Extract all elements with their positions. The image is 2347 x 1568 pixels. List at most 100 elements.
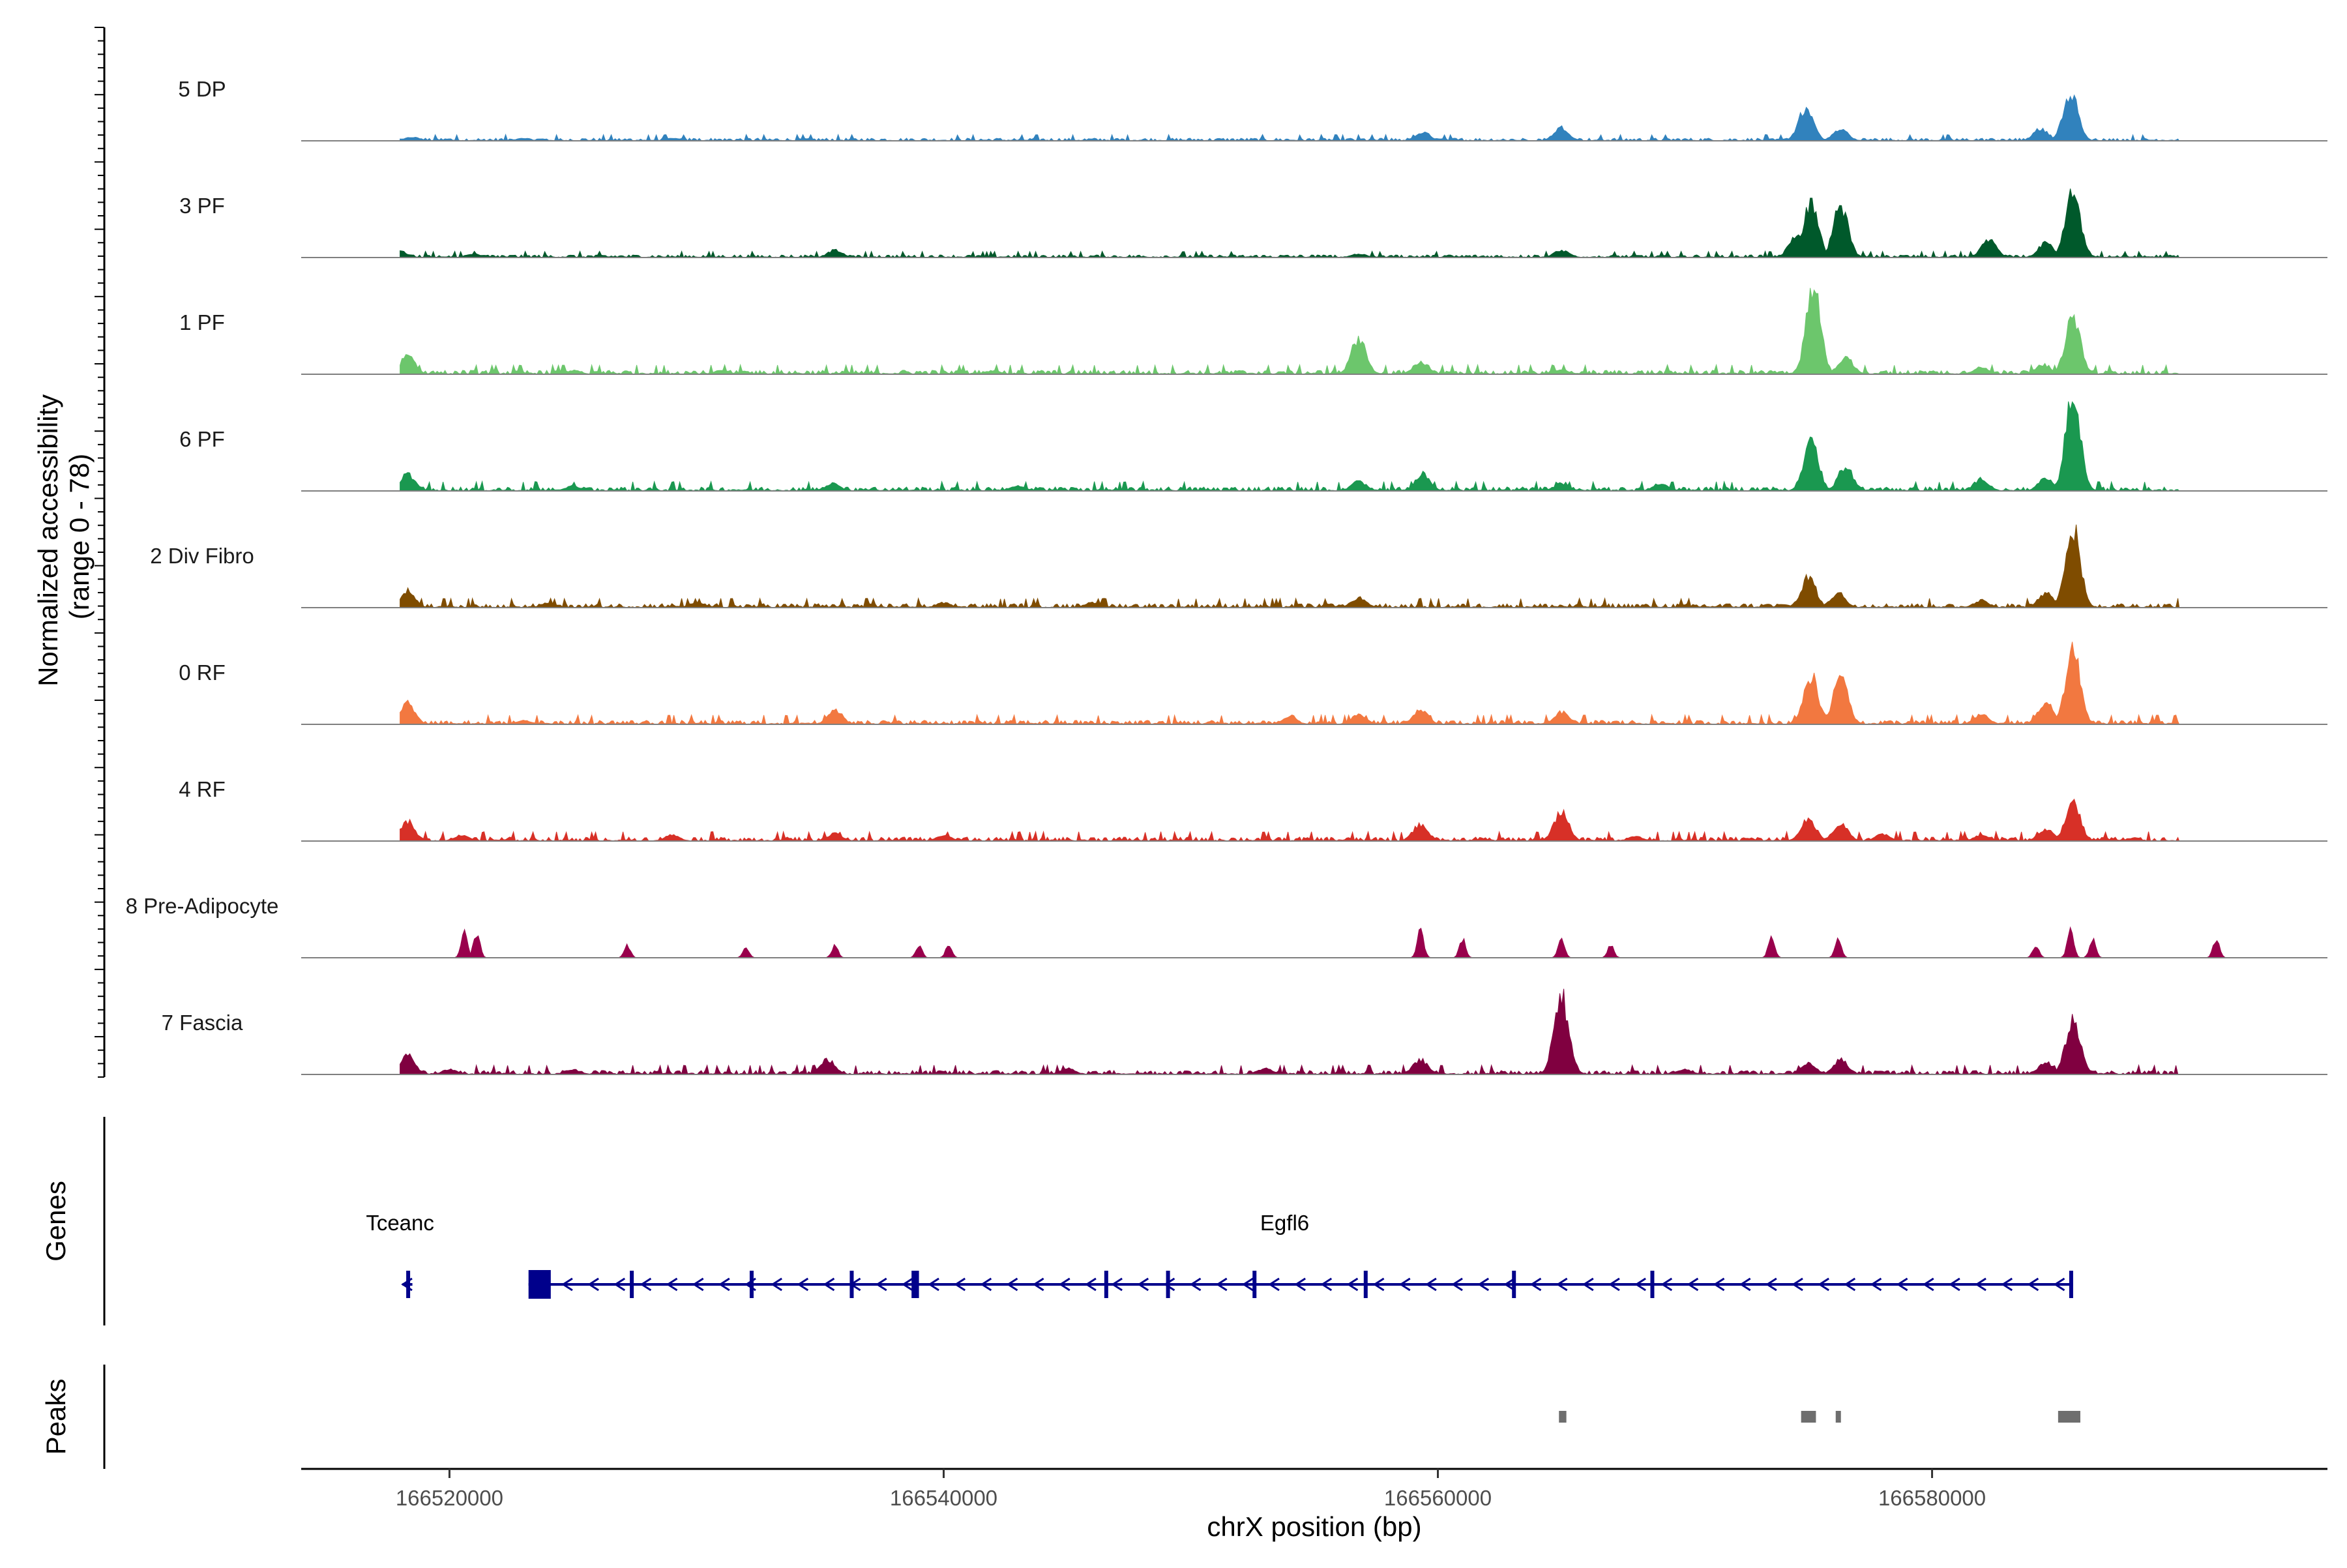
strand-chevron (1137, 1277, 1149, 1292)
track-signal-1-pf (400, 288, 2179, 376)
strand-chevron (1398, 1277, 1411, 1292)
gene-annotation-panel: Tceanc Egfl6 (103, 1117, 2073, 1325)
strand-chevron (1608, 1277, 1620, 1292)
track-label-5-dp: 5 DP (178, 77, 226, 101)
track-label-0-rf: 0 RF (179, 660, 226, 685)
track-signal-5-dp (400, 94, 2180, 142)
peak-region (1835, 1411, 1841, 1423)
strand-chevron (1870, 1277, 1882, 1292)
x-axis-title: chrX position (bp) (1207, 1511, 1421, 1542)
strand-chevron (1242, 1277, 1254, 1292)
genes-panel-title: Genes (40, 1181, 71, 1262)
strand-chevron (1975, 1277, 1986, 1292)
gene-exon (1104, 1271, 1108, 1298)
gene-exon (630, 1271, 634, 1298)
track-signal-2-div-fibro (400, 524, 2180, 609)
strand-chevron (2027, 1277, 2039, 1292)
track-3-pf: 3 PF (179, 188, 2327, 259)
track-signal-8-pre-adipocyte (400, 926, 2229, 958)
peak-region (1559, 1411, 1567, 1423)
strand-chevron (1529, 1277, 1542, 1292)
strand-chevron (561, 1277, 573, 1292)
strand-chevron (1792, 1277, 1803, 1292)
strand-chevron (666, 1277, 678, 1292)
strand-chevron (980, 1277, 992, 1292)
track-7-fascia: 7 Fascia (162, 988, 2327, 1076)
strand-chevron (1844, 1277, 1856, 1292)
strand-chevron (1346, 1277, 1359, 1292)
strand-chevron (587, 1277, 599, 1292)
strand-chevron (1425, 1277, 1437, 1292)
strand-chevron (1896, 1277, 1908, 1292)
gene-egfl6: Egfl6 (528, 1211, 2073, 1299)
strand-chevron (928, 1277, 939, 1292)
strand-chevron (875, 1277, 887, 1292)
gene-exon (849, 1271, 854, 1298)
track-signal-0-rf (400, 642, 2180, 726)
track-5-dp: 5 DP (178, 77, 2327, 142)
track-label-1-pf: 1 PF (179, 310, 225, 334)
track-0-rf: 0 RF (179, 642, 2327, 726)
peak-region (2058, 1411, 2080, 1423)
x-axis: 166520000 166540000 166560000 166580000 (301, 1468, 2327, 1510)
gene-exon (1512, 1271, 1516, 1298)
peaks-panel-title: Peaks (40, 1379, 71, 1455)
x-tick-label: 166560000 (1384, 1486, 1492, 1510)
strand-chevron (1085, 1277, 1097, 1292)
strand-chevron (1111, 1277, 1123, 1292)
peak-region (1801, 1411, 1816, 1423)
gene-exon (528, 1270, 551, 1299)
strand-chevron (1477, 1277, 1490, 1292)
accessibility-y-axis (95, 27, 106, 1078)
gene-exon (1363, 1271, 1368, 1298)
strand-chevron (1451, 1277, 1463, 1292)
gene-exon (1650, 1271, 1655, 1298)
strand-chevron (1320, 1277, 1333, 1292)
y-axis-title-line-1: Normalized accessibility (33, 394, 63, 687)
strand-chevron (1268, 1277, 1280, 1292)
strand-chevron (1163, 1277, 1175, 1292)
strand-chevron (1687, 1277, 1699, 1292)
gene-exon (406, 1271, 411, 1298)
x-tick-label: 166540000 (890, 1486, 997, 1510)
gene-exon (1252, 1271, 1257, 1298)
gene-exon (911, 1271, 919, 1298)
strand-chevron (1189, 1277, 1202, 1292)
track-signal-4-rf (400, 798, 2180, 842)
strand-chevron (692, 1277, 704, 1292)
strand-chevron (1582, 1277, 1594, 1292)
strand-chevron (2001, 1277, 2013, 1292)
strand-chevron (771, 1277, 782, 1292)
strand-chevron (1294, 1277, 1306, 1292)
peaks-panel (103, 1365, 2080, 1469)
strand-chevron (1634, 1277, 1646, 1292)
strand-chevron (718, 1277, 730, 1292)
track-label-2-div-fibro: 2 Div Fibro (150, 544, 254, 568)
track-signal-3-pf (400, 188, 2180, 259)
x-tick-label: 166580000 (1878, 1486, 1986, 1510)
strand-chevron (1739, 1277, 1751, 1292)
strand-chevron (2053, 1277, 2065, 1292)
track-signal-6-pf (400, 401, 2180, 492)
strand-chevron (640, 1277, 652, 1292)
strand-chevron (954, 1277, 966, 1292)
gene-exon (749, 1271, 754, 1298)
strand-chevron (1556, 1277, 1568, 1292)
strand-chevron (902, 1277, 913, 1292)
strand-chevron (1949, 1277, 1960, 1292)
track-signal-7-fascia (400, 988, 2179, 1076)
strand-chevron (1765, 1277, 1777, 1292)
x-tick-label: 166520000 (396, 1486, 503, 1510)
gene-exon (1166, 1271, 1170, 1298)
track-label-6-pf: 6 PF (179, 427, 225, 451)
strand-chevron (1006, 1277, 1018, 1292)
track-8-pre-adipocyte: 8 Pre-Adipocyte (126, 894, 2327, 958)
track-4-rf: 4 RF (179, 777, 2327, 842)
strand-chevron (1032, 1277, 1044, 1292)
strand-chevron (1215, 1277, 1228, 1292)
track-label-4-rf: 4 RF (179, 777, 226, 801)
track-label-7-fascia: 7 Fascia (162, 1011, 243, 1035)
strand-chevron (613, 1277, 626, 1292)
